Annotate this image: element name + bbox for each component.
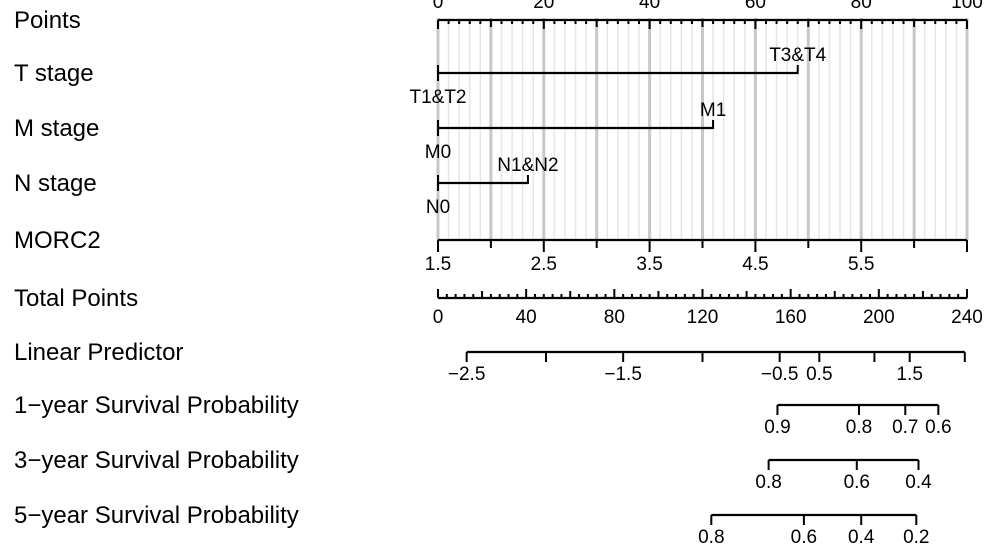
tick-label: −2.5	[448, 364, 486, 385]
tick-label: 120	[687, 307, 719, 328]
row-axis-3: N0 N1&N2	[426, 155, 559, 218]
row-axis-7: 0.9 0.8 0.7 0.6	[764, 403, 952, 438]
row-label-1-year-survival-probability: 1−year Survival Probability	[14, 392, 299, 419]
row-label-t-stage: T stage	[14, 60, 94, 87]
tick-label: 4.5	[742, 254, 768, 275]
level-label: M1	[700, 100, 726, 121]
row-axis-0: 0 20 40 60 80 100	[433, 0, 983, 29]
tick-label: 0.8	[698, 527, 724, 548]
level-label: T3&T4	[769, 45, 826, 66]
tick-label: 0.2	[903, 527, 929, 548]
row-axis-9: 0.8 0.6 0.4 0.2	[698, 513, 930, 548]
row-labels: Points T stage M stage N stage MORC2 Total Po…	[14, 7, 299, 529]
tick-label: 20	[533, 0, 554, 13]
row-axis-6: −2.5 −1.5 −0.5 0.5 1.5	[448, 350, 966, 385]
level-label: T1&T2	[409, 87, 466, 108]
row-label-n-stage: N stage	[14, 170, 97, 197]
tick-label: −0.5	[761, 364, 799, 385]
level-label: N0	[426, 197, 450, 218]
tick-label: 80	[851, 0, 872, 13]
tick-label: 200	[863, 307, 895, 328]
tick-label: 60	[745, 0, 766, 13]
tick-label: 5.5	[848, 254, 874, 275]
row-label-points: Points	[14, 7, 81, 34]
tick-label: 0.9	[764, 417, 790, 438]
tick-label: 0.4	[848, 527, 875, 548]
row-axis-5: 0 40 80 120 160 200 240	[433, 289, 983, 328]
tick-label: 0.6	[791, 527, 817, 548]
row-axis-1: T1&T2 T3&T4	[409, 45, 826, 108]
tick-label: 0	[433, 307, 444, 328]
tick-label: 0.5	[806, 364, 832, 385]
row-axis-2: M0 M1	[425, 100, 726, 163]
row-axes: 0 20 40 60 80 100 T1&T2 T3&T4 M0 M1 N0 N1&N2 1.5 2.5 3…	[409, 0, 982, 548]
tick-label: 240	[951, 307, 983, 328]
level-label: N1&N2	[497, 155, 558, 176]
tick-label: 160	[775, 307, 807, 328]
row-label-morc2: MORC2	[14, 227, 101, 254]
tick-label: 0.8	[846, 417, 872, 438]
row-label-linear-predictor: Linear Predictor	[14, 339, 183, 366]
row-label-5-year-survival-probability: 5−year Survival Probability	[14, 502, 299, 529]
tick-label: 80	[604, 307, 625, 328]
tick-label: −1.5	[604, 364, 642, 385]
tick-label: 1.5	[896, 364, 922, 385]
tick-label: 100	[951, 0, 983, 13]
tick-label: 40	[639, 0, 660, 13]
row-axis-4: 1.5 2.5 3.5 4.5 5.5	[425, 238, 968, 275]
tick-label: 40	[516, 307, 537, 328]
tick-label: 0.8	[755, 472, 781, 493]
level-label: M0	[425, 142, 451, 163]
row-label-total-points: Total Points	[14, 285, 138, 312]
tick-label: 0	[433, 0, 444, 13]
tick-label: 0.6	[925, 417, 951, 438]
row-axis-8: 0.8 0.6 0.4	[755, 458, 932, 493]
tick-label: 1.5	[425, 254, 451, 275]
tick-label: 0.7	[892, 417, 918, 438]
row-label-3-year-survival-probability: 3−year Survival Probability	[14, 447, 299, 474]
row-label-m-stage: M stage	[14, 115, 99, 142]
tick-label: 2.5	[531, 254, 557, 275]
tick-label: 0.4	[905, 472, 932, 493]
tick-label: 3.5	[636, 254, 662, 275]
tick-label: 0.6	[844, 472, 870, 493]
